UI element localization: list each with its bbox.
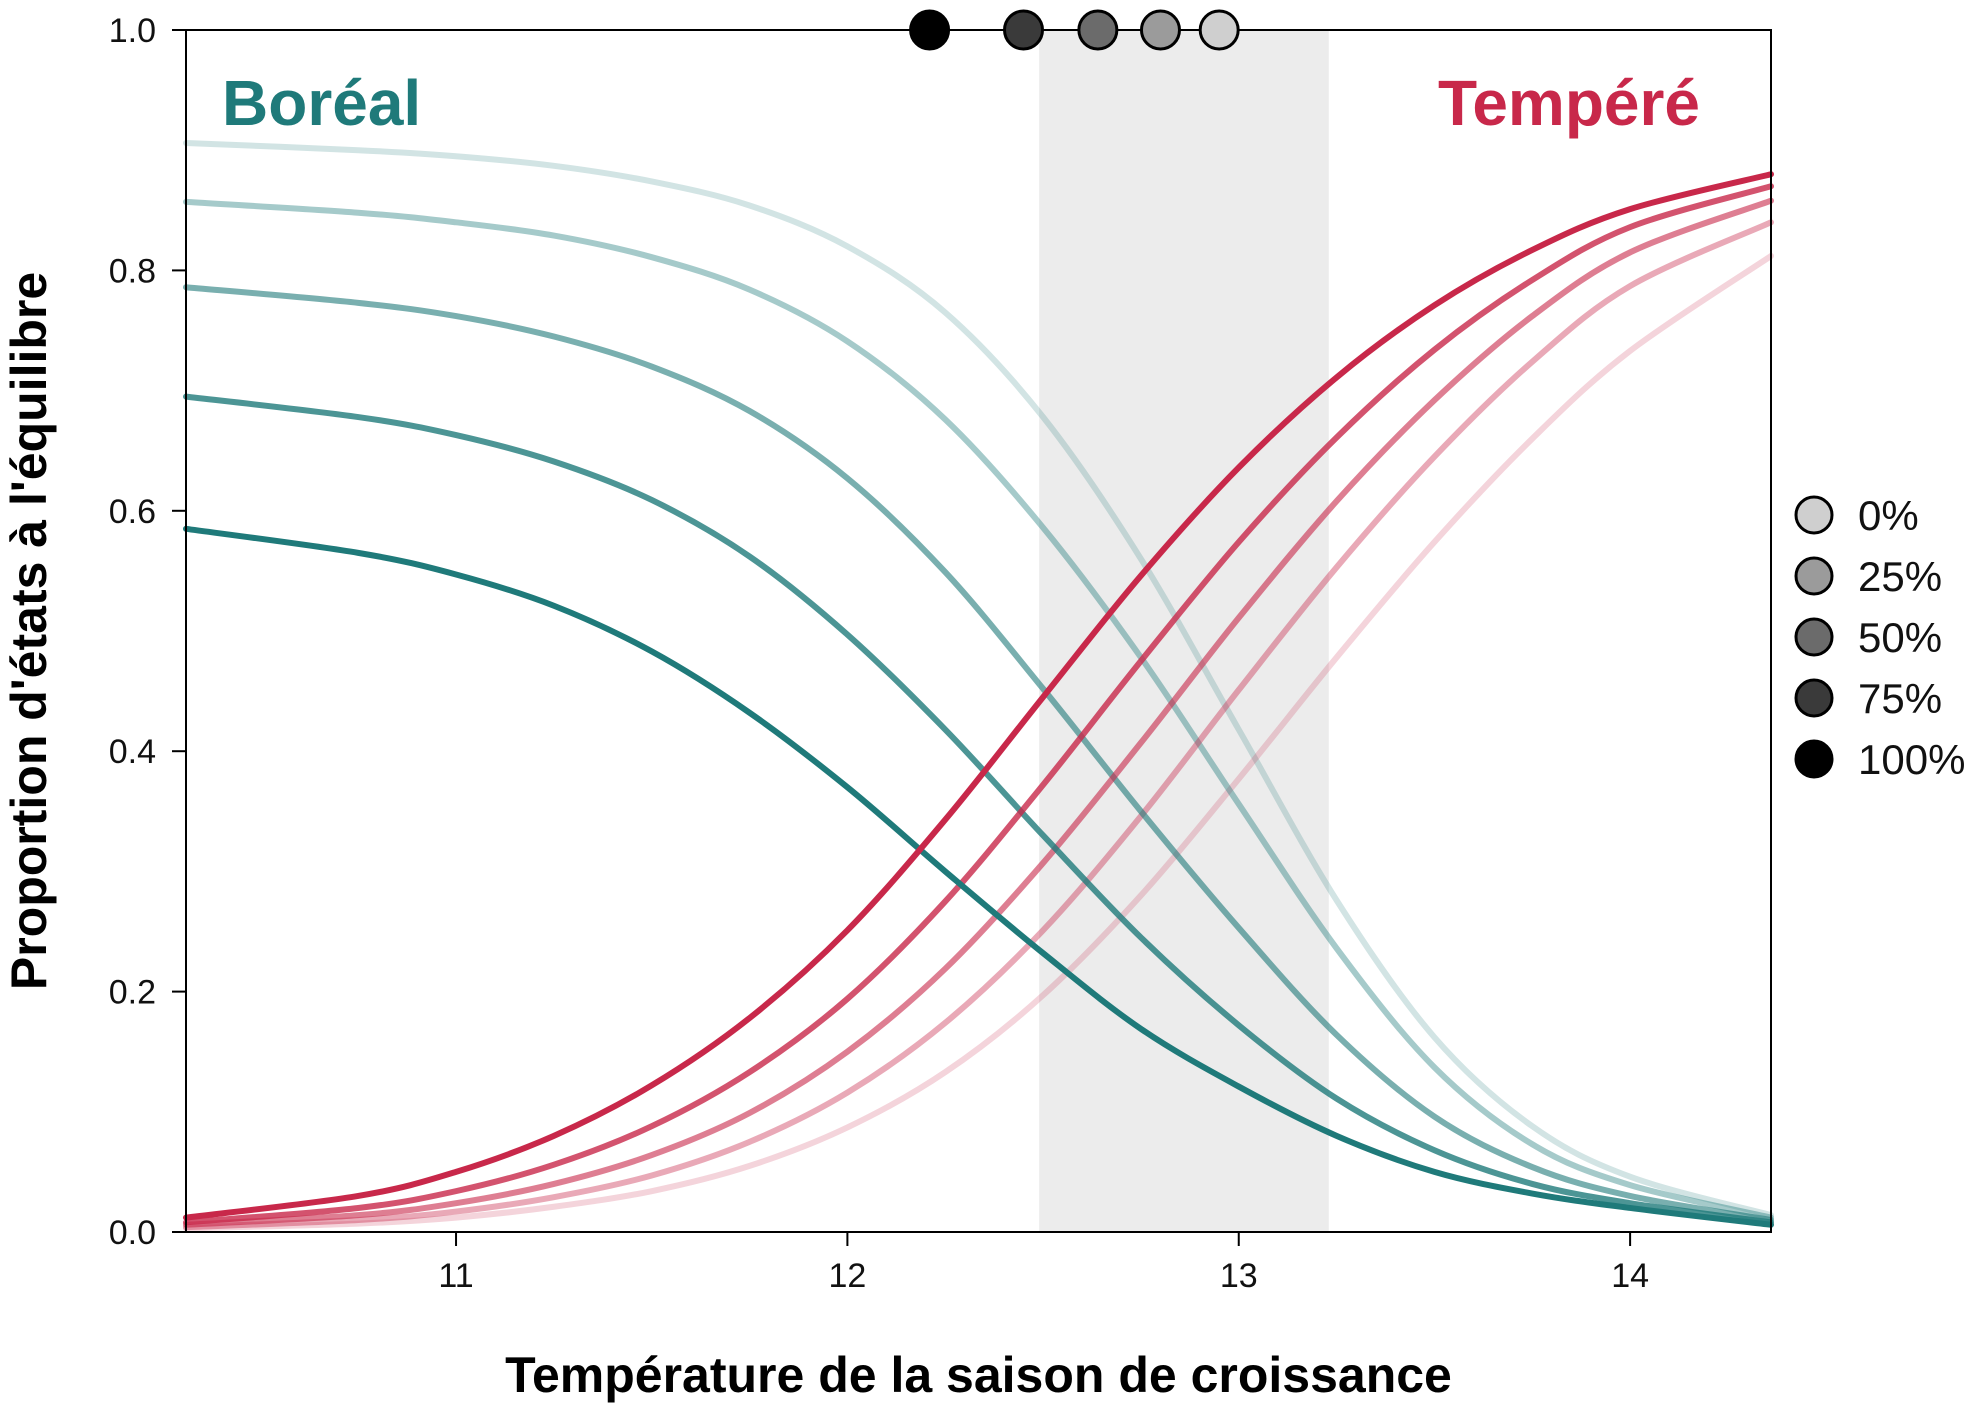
- series-line-boreal-100pct: [183, 525, 1774, 1228]
- series-line-boreal-0pct: [183, 139, 1774, 1219]
- plot-frame: [185, 29, 1772, 1233]
- series-line-boreal-75pct: [183, 393, 1774, 1226]
- legend: 0% 25% 50% 75% 100%: [1794, 492, 1965, 783]
- legend-swatch-75pct: [1794, 678, 1834, 718]
- y-tick-label: 0.8: [109, 252, 156, 290]
- marker-point-75pct: [1003, 9, 1045, 51]
- shaded-band-layer: [1039, 30, 1329, 1232]
- region-label-boreal: Boréal: [222, 67, 421, 139]
- x-tick-label: 11: [438, 1257, 473, 1295]
- y-tick-label: 0.0: [109, 1214, 156, 1252]
- legend-label-100pct: 100%: [1858, 736, 1965, 783]
- y-tick-label: 0.4: [109, 733, 156, 771]
- y-axis-title: Proportion d'états à l'équilibre: [1, 272, 57, 990]
- series-line-tempere-50pct: [183, 197, 1774, 1228]
- axes-layer: 11 12 13 14 0.0 0.2 0.4 0.6 0.8 1.0: [109, 12, 1649, 1295]
- series-layer: [183, 139, 1774, 1232]
- legend-swatch-0pct: [1794, 495, 1834, 535]
- series-line-tempere-0pct: [183, 252, 1774, 1232]
- region-label-tempere: Tempéré: [1438, 67, 1700, 139]
- marker-layer: [909, 9, 1240, 51]
- x-tick-label: 13: [1220, 1257, 1258, 1295]
- y-tick-label: 0.2: [109, 974, 156, 1012]
- legend-swatch-25pct: [1794, 556, 1834, 596]
- legend-label-25pct: 25%: [1858, 553, 1942, 600]
- legend-label-50pct: 50%: [1858, 614, 1942, 661]
- series-line-boreal-50pct: [183, 284, 1774, 1223]
- x-tick-label: 14: [1611, 1257, 1649, 1295]
- marker-point-0pct: [1198, 9, 1240, 51]
- y-tick-label: 0.6: [109, 493, 156, 531]
- region-label-layer: Boréal Tempéré: [222, 67, 1700, 139]
- y-tick-label: 1.0: [109, 12, 156, 50]
- legend-swatch-50pct: [1794, 617, 1834, 657]
- marker-point-50pct: [1077, 9, 1119, 51]
- marker-point-25pct: [1139, 9, 1181, 51]
- series-line-tempere-100pct: [183, 171, 1774, 1221]
- legend-label-0pct: 0%: [1858, 492, 1919, 539]
- legend-swatch-100pct: [1794, 739, 1834, 779]
- x-tick-label: 12: [828, 1257, 866, 1295]
- series-line-boreal-25pct: [183, 198, 1774, 1221]
- marker-point-100pct: [909, 9, 951, 51]
- x-axis-title: Température de la saison de croissance: [505, 1347, 1452, 1403]
- legend-label-75pct: 75%: [1858, 675, 1942, 722]
- shaded-band: [1039, 30, 1329, 1232]
- series-line-tempere-75pct: [183, 183, 1774, 1226]
- series-line-tempere-25pct: [183, 219, 1774, 1231]
